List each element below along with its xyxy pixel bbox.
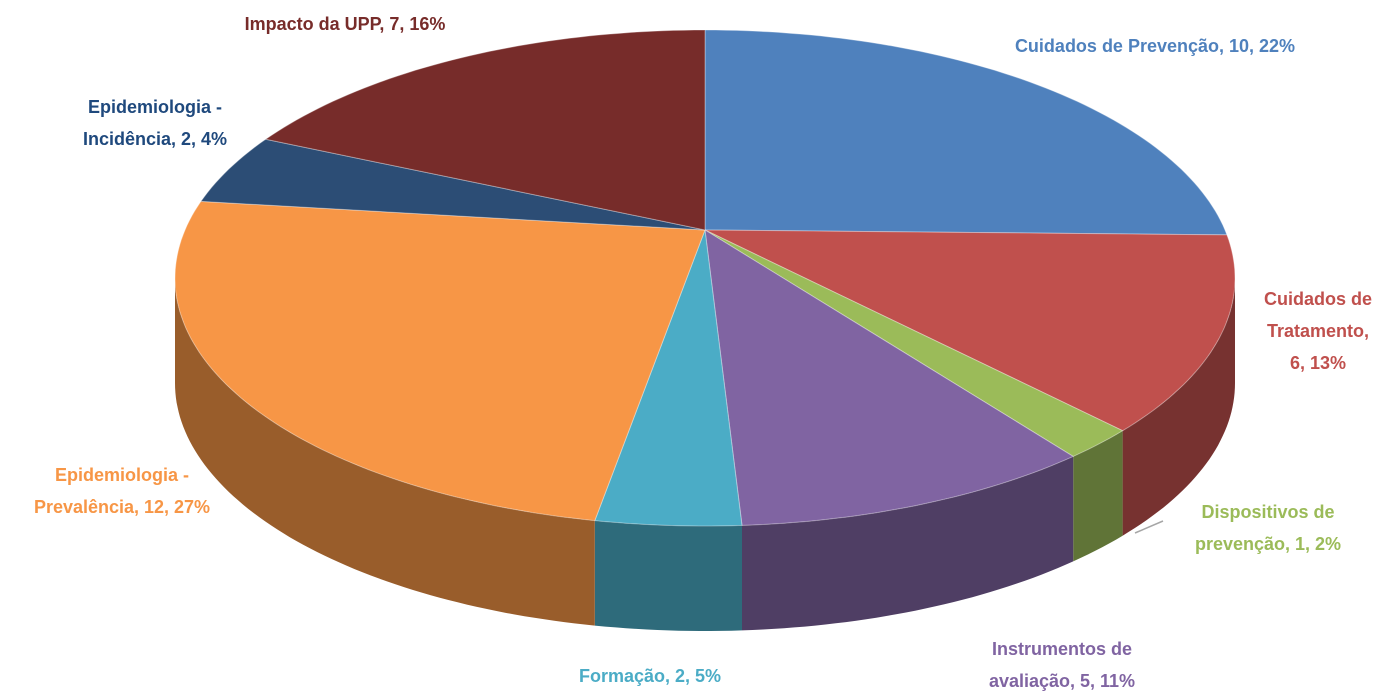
slice <box>704 29 1228 236</box>
slice-side <box>175 278 595 626</box>
leader-line <box>1134 520 1164 534</box>
data-label: Epidemiologia - <box>55 465 189 485</box>
data-label: Incidência, 2, 4% <box>83 129 227 149</box>
data-label: Prevalência, 12, 27% <box>34 497 210 517</box>
slice-side <box>1073 430 1123 562</box>
slice <box>594 229 743 527</box>
slice-side <box>1122 278 1235 536</box>
data-label: 6, 13% <box>1290 353 1346 373</box>
slice <box>264 29 706 231</box>
data-label: avaliação, 5, 11% <box>989 671 1135 691</box>
slice <box>199 138 706 231</box>
data-label: Instrumentos de <box>992 639 1132 659</box>
slice <box>704 229 1075 526</box>
slice-side <box>742 456 1074 631</box>
slice-side <box>594 520 742 631</box>
data-label: Impacto da UPP, 7, 16% <box>245 14 446 34</box>
data-label: Cuidados de Prevenção, 10, 22% <box>1015 36 1295 56</box>
pie-sides <box>175 278 1235 631</box>
data-label: prevenção, 1, 2% <box>1195 534 1341 554</box>
slice <box>704 229 1124 457</box>
data-label: Formação, 2, 5% <box>579 666 721 686</box>
slice <box>704 229 1236 432</box>
data-label: Dispositivos de <box>1201 502 1334 522</box>
data-label: Cuidados de <box>1264 289 1372 309</box>
data-label: Epidemiologia - <box>88 97 222 117</box>
data-labels: Cuidados de Prevenção, 10, 22% Cuidados d… <box>34 14 1372 691</box>
pie-tops <box>174 29 1236 527</box>
data-label: Tratamento, <box>1267 321 1369 341</box>
slice <box>174 200 706 522</box>
